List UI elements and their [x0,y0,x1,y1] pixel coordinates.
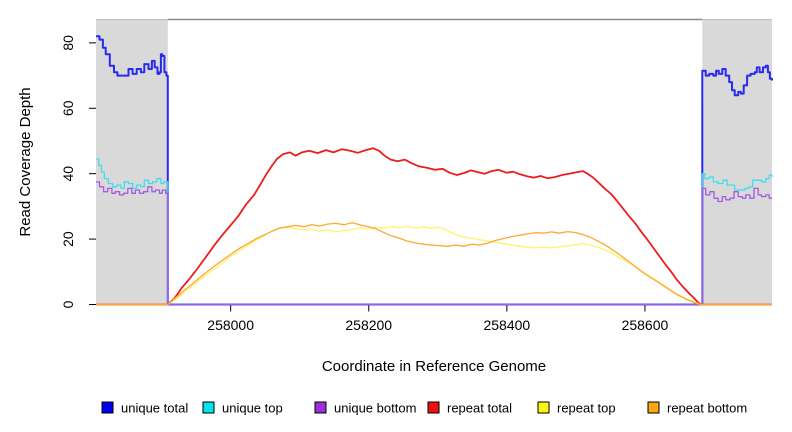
x-tick-label: 258600 [622,317,669,333]
legend-item-unique-total: unique total [101,401,188,416]
x-tick-label: 258400 [483,317,530,333]
y-axis-title: Read Coverage Depth [17,87,34,236]
y-tick-label: 60 [60,100,76,116]
x-axis-title: Coordinate in Reference Genome [322,358,546,375]
series-unique-bottom [96,181,772,306]
legend-item-unique-top: unique top [202,401,283,416]
legend-swatch-unique-bottom [314,401,327,414]
legend-swatch-repeat-top [537,401,550,414]
x-tick-label: 258000 [207,317,254,333]
y-tick-label: 0 [60,300,76,308]
unique-region-rect [96,19,168,305]
legend: unique total unique top unique bottom re… [101,401,747,416]
series-repeat-top [96,225,772,306]
legend-item-unique-bottom: unique bottom [314,401,416,416]
unique-region-shading [96,19,772,305]
unique-region-rect [702,19,772,305]
legend-item-repeat-top: repeat top [537,401,616,416]
series-repeat-total [96,147,772,306]
legend-swatch-repeat-bottom [647,401,660,414]
y-tick-label: 80 [60,35,76,51]
series-unique-total [96,35,773,306]
legend-label: unique top [222,401,283,416]
legend-item-repeat-total: repeat total [427,401,512,416]
legend-label: repeat bottom [667,401,747,416]
legend-item-repeat-bottom: repeat bottom [647,401,747,416]
series-repeat-bottom [96,222,772,306]
x-tick-label: 258200 [345,317,392,333]
legend-swatch-unique-total [101,401,114,414]
legend-label: repeat top [557,401,616,416]
legend-label: unique bottom [334,401,416,416]
legend-swatch-unique-top [202,401,215,414]
legend-label: unique total [121,401,188,416]
y-tick-label: 40 [60,166,76,182]
legend-label: repeat total [447,401,512,416]
series-unique-top [96,158,773,306]
data-series [96,35,773,306]
y-tick-label: 20 [60,231,76,247]
legend-swatch-repeat-total [427,401,440,414]
